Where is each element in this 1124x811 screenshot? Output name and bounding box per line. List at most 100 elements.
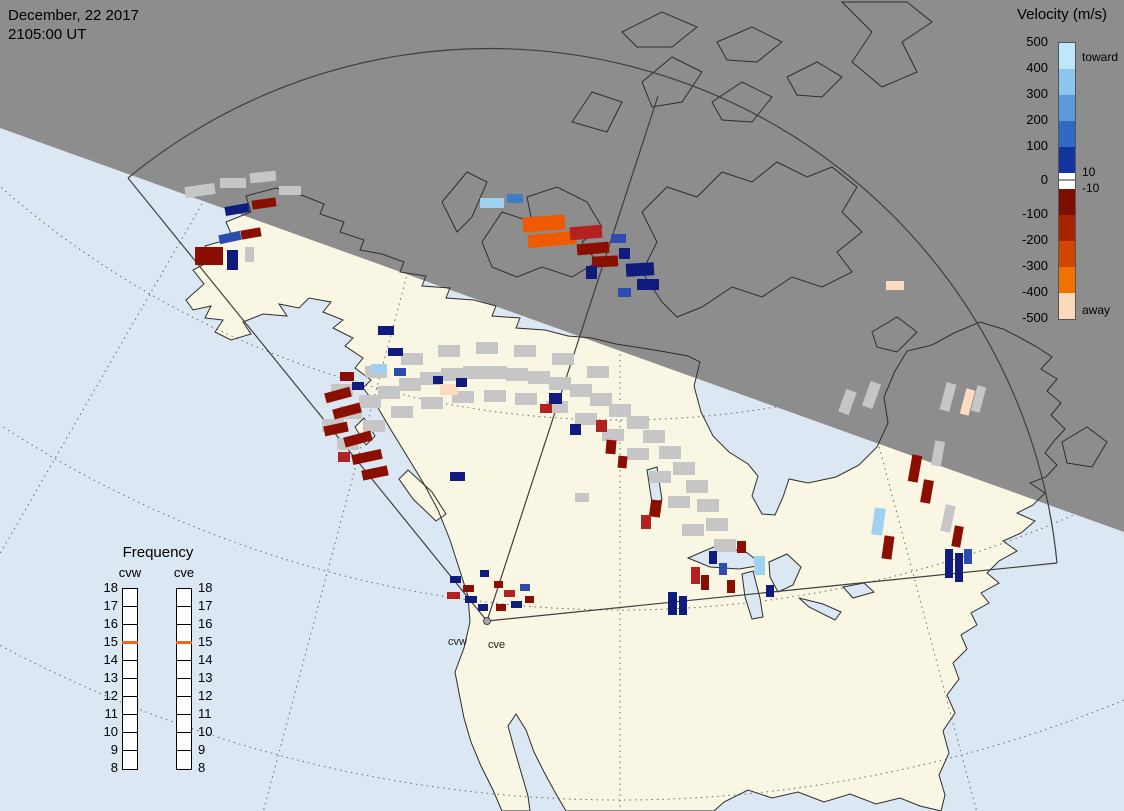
freq-scale-box: [177, 589, 191, 607]
echo-cell: [590, 393, 612, 406]
echo-cell: [643, 430, 665, 443]
echo-cell: [371, 364, 387, 373]
echo-cell: [478, 604, 488, 611]
echo-cell: [506, 368, 528, 381]
echo-cell: [378, 326, 394, 335]
velocity-color-segment: [1059, 69, 1075, 95]
velocity-tick-label: 200: [1026, 112, 1048, 127]
echo-cell: [596, 420, 607, 432]
echo-cell: [714, 539, 736, 552]
velocity-tick-label: -400: [1021, 284, 1048, 299]
echo-cell: [363, 420, 385, 432]
echo-cell: [525, 596, 534, 603]
echo-cell: [227, 250, 238, 270]
echo-cell: [838, 388, 857, 416]
freq-scale-box: [123, 607, 137, 625]
echo-cell: [421, 397, 443, 409]
freq-scale-box: [123, 589, 137, 607]
freq-scale-box: [177, 751, 191, 769]
echo-cell: [727, 580, 735, 593]
echo-cell: [766, 585, 774, 597]
echo-cell: [591, 255, 619, 268]
echo-cell: [240, 227, 262, 240]
echo-cell: [686, 480, 708, 493]
echo-cell: [737, 541, 746, 553]
echo-cell: [668, 496, 690, 508]
echo-cell: [485, 366, 507, 379]
echo-cell: [391, 406, 413, 418]
velocity-color-segment: [1059, 121, 1075, 147]
echo-cell: [352, 382, 364, 390]
freq-scale-box: [123, 679, 137, 697]
echo-cell: [602, 429, 624, 441]
velocity-side-label: toward: [1082, 50, 1119, 64]
echo-cell: [463, 585, 474, 592]
echo-cell: [220, 178, 246, 188]
echo-cell: [907, 454, 923, 483]
echo-cell: [540, 404, 552, 413]
freq-tick-label: 16: [103, 616, 118, 631]
echo-cell: [504, 590, 515, 597]
echo-cell: [697, 499, 719, 512]
echo-cell: [401, 353, 423, 365]
echo-cell: [184, 182, 216, 199]
echo-cell: [618, 288, 631, 297]
site-label-cve: cve: [488, 639, 506, 651]
freq-scale-box: [123, 751, 137, 769]
velocity-color-segment: [1059, 189, 1075, 215]
echo-cell: [528, 371, 550, 384]
velocity-side-label: away: [1082, 303, 1111, 317]
echo-cell: [970, 385, 987, 413]
echo-cell: [476, 342, 498, 354]
site-label-cvw: cvw: [448, 636, 467, 648]
echo-cell: [682, 524, 704, 536]
echo-cell: [570, 424, 581, 435]
freq-tick-label: 17: [103, 598, 118, 613]
freq-tick-label: 9: [198, 742, 206, 757]
echo-cell: [625, 262, 655, 277]
freq-tick-label: 15: [198, 634, 213, 649]
velocity-color-segment: [1059, 267, 1075, 293]
echo-cell: [515, 393, 537, 405]
echo-cell: [552, 353, 574, 365]
freq-tick-label: 11: [104, 706, 119, 721]
frequency-legend-title: Frequency: [122, 544, 194, 561]
velocity-zero-line: [1059, 179, 1075, 181]
echo-cell: [668, 592, 677, 615]
freq-tick-label: 15: [103, 634, 118, 649]
freq-tick-label: 17: [198, 598, 213, 613]
echo-cell: [549, 377, 571, 390]
freq-radar-label-cve: cve: [173, 565, 195, 580]
radar-site-marker: [483, 617, 491, 625]
echo-cell: [279, 186, 301, 195]
velocity-color-segment: [1059, 95, 1075, 121]
freq-scale-box: [177, 661, 191, 679]
echo-cell: [507, 194, 523, 203]
echo-cell: [338, 452, 350, 462]
freq-tick-label: 16: [198, 616, 213, 631]
echo-cell: [576, 241, 610, 256]
freq-scale-box: [177, 697, 191, 715]
freq-tick-label: 12: [103, 688, 118, 703]
echo-cell: [709, 551, 717, 564]
echo-cell: [388, 348, 403, 356]
echo-cell: [440, 384, 458, 395]
echo-cell: [691, 567, 700, 584]
freq-scale-box: [177, 643, 191, 661]
freq-tick-label: 14: [103, 652, 118, 667]
echo-cell: [465, 596, 477, 603]
echo-cell: [930, 440, 946, 467]
freq-scale-box: [177, 607, 191, 625]
echo-cell: [494, 581, 503, 588]
velocity-tick-labels: 500 400 300 200 100 0 -100 -200 -300 -400 -500: [1000, 34, 1052, 325]
echo-cell: [575, 413, 597, 425]
echo-cell: [701, 575, 709, 590]
echo-cell: [617, 455, 628, 469]
echo-cell: [945, 549, 953, 578]
echo-cell: [569, 224, 603, 241]
echo-cell: [249, 170, 277, 184]
velocity-color-segment: [1059, 241, 1075, 267]
echo-cell: [520, 584, 530, 591]
echo-cell: [433, 376, 443, 384]
